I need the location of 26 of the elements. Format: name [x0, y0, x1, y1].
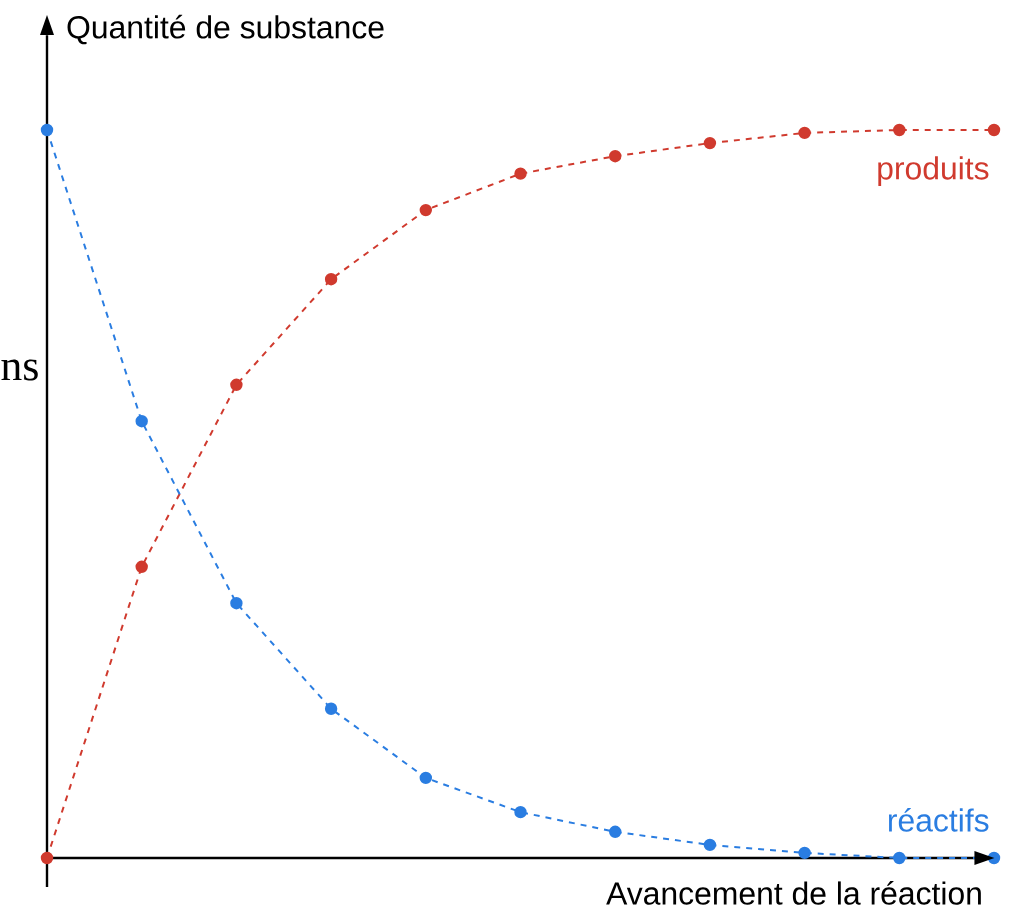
text: ns — [1, 359, 38, 381]
point — [703, 136, 717, 150]
point — [514, 167, 527, 180]
point — [893, 851, 906, 865]
point — [609, 150, 622, 163]
point — [230, 597, 243, 610]
point — [135, 414, 148, 428]
x-axis-title: Avancement de la réaction — [606, 881, 981, 905]
point — [230, 378, 243, 391]
series-label: produits — [878, 156, 989, 186]
point — [798, 126, 811, 140]
point — [324, 273, 338, 286]
point — [135, 560, 148, 573]
point — [987, 123, 1001, 137]
y-axis-title: Quantité de substance — [67, 14, 384, 45]
point — [419, 203, 433, 217]
point — [893, 123, 906, 137]
point — [419, 771, 433, 785]
point — [40, 123, 54, 137]
point — [324, 702, 338, 715]
point — [609, 825, 622, 838]
series-label: réactifs — [888, 807, 989, 832]
point — [514, 805, 527, 819]
point — [798, 846, 811, 860]
point — [703, 838, 717, 852]
point — [40, 851, 54, 865]
